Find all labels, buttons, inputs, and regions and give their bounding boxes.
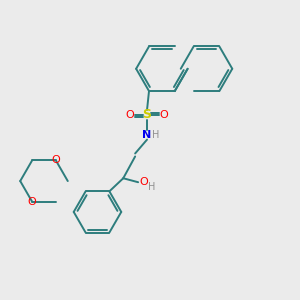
Text: O: O <box>160 110 168 120</box>
Text: N: N <box>142 130 152 140</box>
Text: H: H <box>148 182 156 192</box>
Text: H: H <box>152 130 160 140</box>
Text: O: O <box>28 196 37 207</box>
Text: O: O <box>126 110 135 120</box>
Text: O: O <box>52 155 60 166</box>
Text: O: O <box>140 177 148 187</box>
Text: S: S <box>142 108 152 121</box>
